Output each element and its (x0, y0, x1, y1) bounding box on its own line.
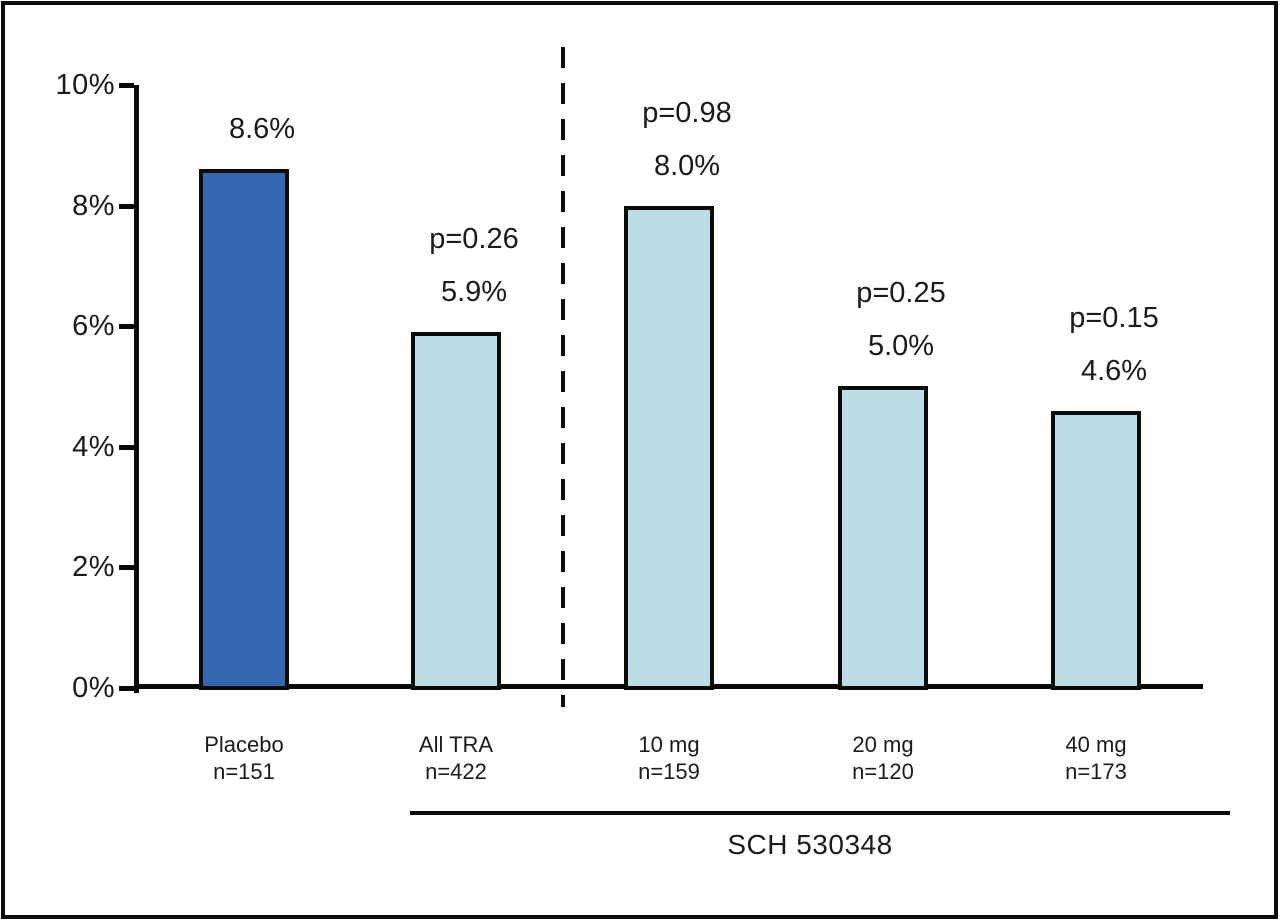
bar-value-label: 5.9% (440, 276, 508, 308)
bar-40-mg (1051, 411, 1141, 690)
bar-10-mg (624, 206, 714, 690)
y-axis-tick (119, 686, 134, 691)
bar-pvalue-label: p=0.25 (856, 277, 946, 309)
y-axis-tick (119, 83, 134, 88)
category-n-count: n=173 (1065, 759, 1127, 784)
category-label: Placebo n=151 (138, 731, 350, 785)
category-n-count: n=120 (852, 759, 914, 784)
category-name: All TRA (418, 732, 494, 757)
y-axis-tick-label: 10% (55, 69, 115, 101)
bar-pvalue-label: p=0.26 (429, 223, 519, 255)
category-label: All TRA n=422 (350, 731, 562, 785)
y-axis-tick-label: 4% (72, 431, 115, 463)
category-n-count: n=422 (425, 759, 487, 784)
category-name: 40 mg (1065, 732, 1127, 757)
y-axis-tick (119, 565, 134, 570)
bar-value-label: 8.6% (228, 113, 296, 145)
bar-20-mg (838, 386, 928, 690)
bar-value-label: 5.0% (867, 330, 935, 362)
treatment-group-label: SCH 530348 (727, 829, 893, 860)
category-label: 40 mg n=173 (990, 731, 1202, 785)
bar-value-label: 8.0% (653, 150, 721, 182)
bar-pvalue-label: p=0.15 (1069, 302, 1159, 334)
bar-placebo (199, 169, 289, 690)
bar-all-tra (411, 332, 501, 690)
y-axis-tick-label: 2% (72, 551, 115, 583)
treatment-group-line (410, 811, 1230, 815)
bar-value-label: 4.6% (1080, 355, 1148, 387)
category-name: Placebo (204, 732, 284, 757)
category-name: 10 mg (638, 732, 700, 757)
category-n-count: n=159 (638, 759, 700, 784)
y-axis-tick-label: 0% (72, 672, 115, 704)
category-name: 20 mg (852, 732, 914, 757)
y-axis-tick (119, 204, 134, 209)
y-axis-tick (119, 445, 134, 450)
y-axis-tick (119, 324, 134, 329)
category-label: 10 mg n=159 (563, 731, 775, 785)
y-axis-tick-label: 8% (72, 190, 115, 222)
bar-pvalue-label: p=0.98 (642, 97, 732, 129)
y-axis-line (134, 85, 139, 693)
y-axis-tick-label: 6% (72, 310, 115, 342)
dashed-separator-line (561, 47, 565, 707)
category-n-count: n=151 (213, 759, 275, 784)
category-label: 20 mg n=120 (777, 731, 989, 785)
